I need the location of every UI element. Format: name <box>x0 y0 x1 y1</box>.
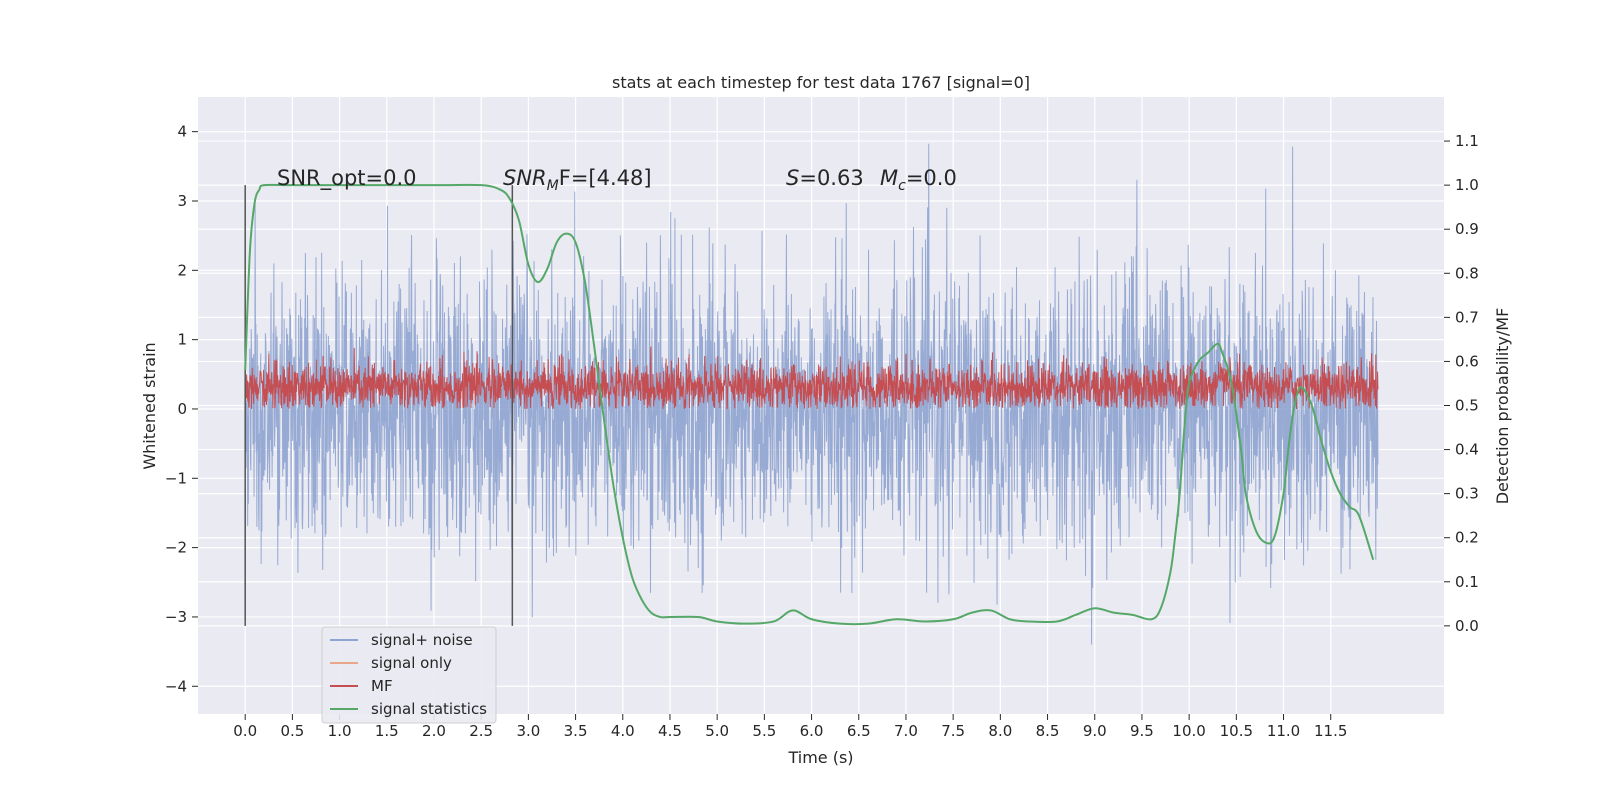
y2-tick-label: 0.5 <box>1455 397 1479 415</box>
x-tick-label: 0.0 <box>233 722 257 740</box>
annotation-mc-value: =0.0 <box>906 166 957 190</box>
legend-box <box>321 626 497 724</box>
vertical-markers <box>244 185 514 626</box>
x-tick-label: 7.0 <box>894 722 918 740</box>
legend-label-mf: MF <box>371 677 393 695</box>
x-tick-label: 11.5 <box>1314 722 1347 740</box>
annotation-s-value: =0.63 <box>799 166 863 190</box>
x-tick-label: 3.0 <box>516 722 540 740</box>
annotation-snr-mf-var: SNR <box>503 166 547 190</box>
signal-statistics-series <box>244 183 1375 626</box>
y2-tick-label: 0.8 <box>1455 264 1479 282</box>
y-tick-label: −2 <box>165 539 187 557</box>
mf-line <box>244 346 1379 410</box>
y2-tick-label: 0.6 <box>1455 352 1479 370</box>
x-tick-label: 4.0 <box>611 722 635 740</box>
signal-plus-noise-series <box>244 143 1379 645</box>
x-tick-label: 9.0 <box>1083 722 1107 740</box>
y2-tick-label: 0.4 <box>1455 441 1479 459</box>
y-axis-label: Whitened strain <box>140 342 159 469</box>
annotation-snr-opt: SNR_opt=0.0 <box>277 166 417 191</box>
x-tick-label: 9.5 <box>1130 722 1154 740</box>
annotation-snr-mf: SNRMF=[4.48] <box>503 166 652 194</box>
axis-ticks: 0.0 0.5 1.0 1.5 2.0 2.5 3.0 3.5 4.0 4.5 5.0 5.5 6.0 6… <box>165 123 1479 740</box>
legend: signal+ noise signal only MF signal stat… <box>321 626 497 724</box>
x-tick-label: 10.5 <box>1220 722 1253 740</box>
x-tick-label: 3.5 <box>564 722 588 740</box>
x-tick-label: 8.0 <box>988 722 1012 740</box>
x-tick-label: 5.5 <box>752 722 776 740</box>
y-tick-label: −3 <box>165 608 187 626</box>
legend-label-signal-statistics: signal statistics <box>371 700 487 718</box>
x-tick-label: 0.5 <box>280 722 304 740</box>
legend-label-signal-only: signal only <box>371 654 452 672</box>
x-tick-label: 1.0 <box>328 722 352 740</box>
x-tick-label: 4.5 <box>658 722 682 740</box>
y2-tick-label: 0.7 <box>1455 308 1479 326</box>
x-tick-label: 7.5 <box>941 722 965 740</box>
signal-plus-noise-line <box>244 143 1379 645</box>
chart-title: stats at each timestep for test data 176… <box>612 73 1030 92</box>
y-tick-label: −4 <box>165 677 187 695</box>
y-tick-label: 2 <box>177 261 187 279</box>
annotation-snr-mf-sub: M <box>547 178 559 194</box>
x-axis-label: Time (s) <box>787 748 853 767</box>
y-tick-label: −1 <box>165 469 187 487</box>
x-tick-label: 10.0 <box>1172 722 1205 740</box>
x-tick-label: 8.5 <box>1036 722 1060 740</box>
annotation-snr-mf-rest: F=[4.48] <box>559 166 652 190</box>
y-tick-label: 3 <box>177 192 187 210</box>
legend-label-signal-plus-noise: signal+ noise <box>371 631 473 649</box>
x-tick-label: 1.5 <box>375 722 399 740</box>
x-tick-label: 5.0 <box>705 722 729 740</box>
y2-tick-label: 0.0 <box>1455 617 1479 635</box>
y2-axis-label: Detection probability/MF <box>1493 308 1512 505</box>
signal-statistics-line <box>244 183 1375 626</box>
x-tick-label: 11.0 <box>1267 722 1300 740</box>
y-tick-label: 1 <box>177 331 187 349</box>
y2-tick-label: 1.1 <box>1455 132 1479 150</box>
y-tick-label: 4 <box>177 123 187 141</box>
x-tick-label: 2.0 <box>422 722 446 740</box>
y2-tick-label: 0.9 <box>1455 220 1479 238</box>
y2-tick-label: 0.1 <box>1455 573 1479 591</box>
mf-series <box>244 346 1379 410</box>
x-tick-label: 6.0 <box>800 722 824 740</box>
annotation-s-var: S <box>786 166 799 190</box>
annotation-mc-sub: c <box>898 178 906 194</box>
y2-tick-label: 1.0 <box>1455 176 1479 194</box>
x-tick-label: 6.5 <box>847 722 871 740</box>
y2-tick-label: 0.2 <box>1455 529 1479 547</box>
x-tick-label: 2.5 <box>469 722 493 740</box>
y2-tick-label: 0.3 <box>1455 485 1479 503</box>
annotation-s: S=0.63 <box>786 166 864 190</box>
annotation-mc-var: M <box>880 166 898 190</box>
annotation-mc: Mc=0.0 <box>880 166 957 194</box>
y-tick-label: 0 <box>177 400 187 418</box>
